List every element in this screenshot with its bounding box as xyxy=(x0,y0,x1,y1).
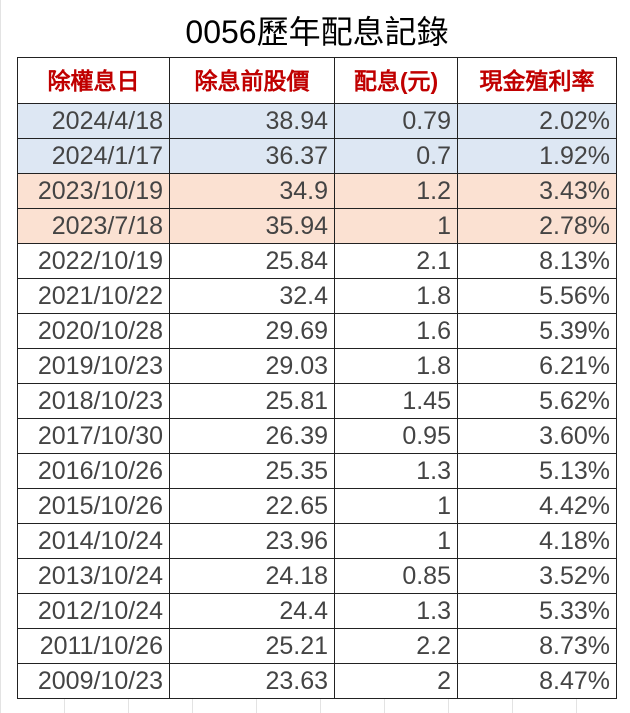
table-cell: 1.8 xyxy=(335,349,458,384)
table-cell: 2011/10/26 xyxy=(17,629,170,664)
table-cell: 24.18 xyxy=(170,559,335,594)
table-cell: 2014/10/24 xyxy=(17,524,170,559)
table-cell: 2024/4/18 xyxy=(17,104,170,139)
table-cell: 32.4 xyxy=(170,279,335,314)
table-cell: 2018/10/23 xyxy=(17,384,170,419)
table-cell: 1 xyxy=(335,209,458,244)
table-cell: 1.2 xyxy=(335,174,458,209)
table-cell: 1.92% xyxy=(458,139,617,174)
table-cell: 2024/1/17 xyxy=(17,139,170,174)
table-cell: 2023/10/19 xyxy=(17,174,170,209)
table-cell: 1.6 xyxy=(335,314,458,349)
header-cell: 配息(元) xyxy=(335,57,458,104)
header-cell: 除息前股價 xyxy=(170,57,335,104)
table-cell: 3.43% xyxy=(458,174,617,209)
table-cell: 2022/10/19 xyxy=(17,244,170,279)
table-cell: 2021/10/22 xyxy=(17,279,170,314)
table-cell: 23.96 xyxy=(170,524,335,559)
table-cell: 22.65 xyxy=(170,489,335,524)
table-cell: 24.4 xyxy=(170,594,335,629)
table-cell: 2 xyxy=(335,664,458,699)
table-cell: 2020/10/28 xyxy=(17,314,170,349)
table-title: 0056歷年配息記錄 xyxy=(17,0,617,57)
table-cell: 2.1 xyxy=(335,244,458,279)
table-cell: 25.81 xyxy=(170,384,335,419)
table-cell: 6.21% xyxy=(458,349,617,384)
table-cell: 1 xyxy=(335,489,458,524)
table-cell: 23.63 xyxy=(170,664,335,699)
table-cell: 2015/10/26 xyxy=(17,489,170,524)
table-cell: 8.13% xyxy=(458,244,617,279)
table-cell: 2017/10/30 xyxy=(17,419,170,454)
table-cell: 2023/7/18 xyxy=(17,209,170,244)
table-cell: 2.2 xyxy=(335,629,458,664)
table-cell: 38.94 xyxy=(170,104,335,139)
table-cell: 2.78% xyxy=(458,209,617,244)
table-cell: 35.94 xyxy=(170,209,335,244)
table-cell: 5.39% xyxy=(458,314,617,349)
table-cell: 5.56% xyxy=(458,279,617,314)
table-cell: 2009/10/23 xyxy=(17,664,170,699)
table-cell: 0.85 xyxy=(335,559,458,594)
table-cell: 1.3 xyxy=(335,454,458,489)
table-cell: 0.79 xyxy=(335,104,458,139)
table-cell: 1.45 xyxy=(335,384,458,419)
table-cell: 1.8 xyxy=(335,279,458,314)
table-cell: 4.42% xyxy=(458,489,617,524)
table-cell: 25.21 xyxy=(170,629,335,664)
table-cell: 2016/10/26 xyxy=(17,454,170,489)
table-cell: 25.35 xyxy=(170,454,335,489)
table-cell: 36.37 xyxy=(170,139,335,174)
table-cell: 5.13% xyxy=(458,454,617,489)
table-cell: 29.03 xyxy=(170,349,335,384)
table-cell: 1 xyxy=(335,524,458,559)
table-cell: 0.95 xyxy=(335,419,458,454)
header-cell: 除權息日 xyxy=(17,57,170,104)
table-cell: 4.18% xyxy=(458,524,617,559)
table-cell: 8.73% xyxy=(458,629,617,664)
table-cell: 25.84 xyxy=(170,244,335,279)
table-cell: 2012/10/24 xyxy=(17,594,170,629)
table-cell: 8.47% xyxy=(458,664,617,699)
table-cell: 5.33% xyxy=(458,594,617,629)
table-cell: 2.02% xyxy=(458,104,617,139)
table-cell: 0.7 xyxy=(335,139,458,174)
table-cell: 2019/10/23 xyxy=(17,349,170,384)
table-cell: 1.3 xyxy=(335,594,458,629)
header-cell: 現金殖利率 xyxy=(458,57,617,104)
table-cell: 29.69 xyxy=(170,314,335,349)
table-cell: 34.9 xyxy=(170,174,335,209)
table-cell: 3.52% xyxy=(458,559,617,594)
table-cell: 5.62% xyxy=(458,384,617,419)
table-cell: 26.39 xyxy=(170,419,335,454)
table-cell: 2013/10/24 xyxy=(17,559,170,594)
table-cell: 3.60% xyxy=(458,419,617,454)
